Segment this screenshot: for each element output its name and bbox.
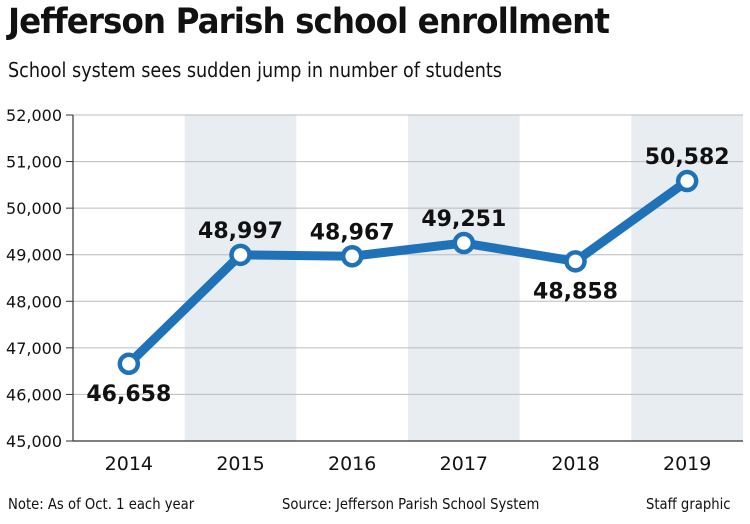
y-tick-label: 48,000	[6, 292, 62, 311]
x-tick-label-2019: 2019	[663, 453, 711, 475]
shaded-column-2017	[408, 115, 520, 441]
series-line-enrollment	[124, 176, 692, 369]
y-tick-label: 51,000	[6, 153, 62, 172]
shaded-column-2015	[184, 115, 297, 441]
footer-credit: Staff graphic	[646, 495, 731, 513]
data-point-2018	[564, 250, 587, 273]
enrollment-line-chart: 45,000 46,000 47,000 48,000 49,000 50,000 51,0…	[6, 106, 743, 475]
footer-source: Source: Jefferson Parish School System	[282, 495, 540, 513]
chart-subtitle: School system sees sudden jump in number…	[8, 58, 502, 82]
x-tick-label-2014: 2014	[105, 453, 153, 475]
data-label-2014: 46,658	[86, 382, 171, 407]
x-tick-label-2017: 2017	[440, 453, 488, 475]
data-label-2017: 49,251	[421, 207, 506, 232]
data-label-2019: 50,582	[645, 145, 730, 170]
y-tick-label: 50,000	[6, 199, 62, 218]
data-point-2014	[117, 352, 141, 376]
footer-note: Note: As of Oct. 1 each year	[8, 495, 195, 513]
shaded-column-2019	[631, 115, 743, 441]
x-tick-label-2015: 2015	[216, 453, 264, 475]
y-tick-label: 52,000	[6, 106, 62, 125]
x-tick-label-2016: 2016	[328, 453, 376, 475]
data-label-2015: 48,997	[198, 219, 283, 244]
data-point-2019	[675, 169, 699, 193]
chart-title: Jefferson Parish school enrollment	[8, 2, 610, 42]
data-label-2018: 48,858	[533, 279, 618, 304]
data-label-2016: 48,967	[310, 220, 395, 245]
data-point-2017	[452, 231, 476, 255]
y-tick-label: 46,000	[6, 385, 62, 404]
y-tick-label: 45,000	[6, 432, 62, 451]
y-tick-label: 49,000	[6, 246, 62, 265]
x-tick-label-2018: 2018	[551, 453, 599, 475]
data-point-2015	[229, 243, 252, 267]
data-point-2016	[340, 245, 364, 268]
y-tick-label: 47,000	[6, 339, 62, 358]
